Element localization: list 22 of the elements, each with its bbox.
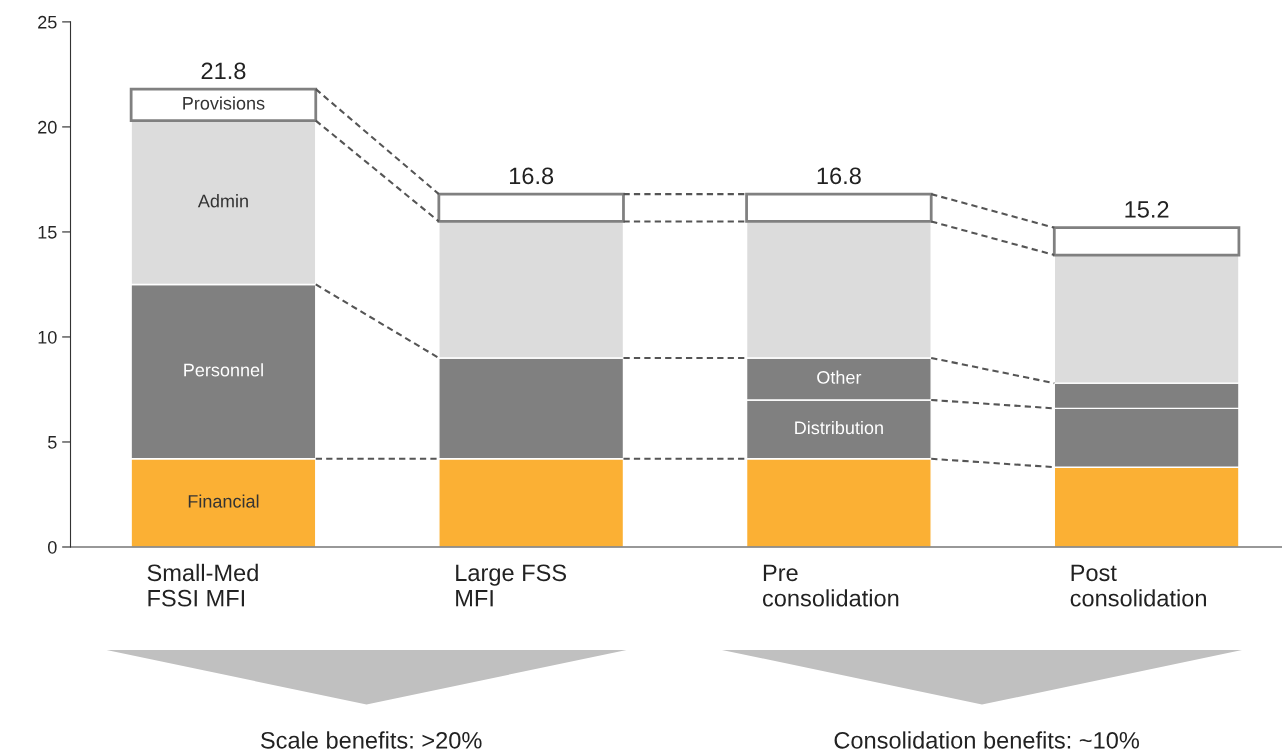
y-tick-label: 10	[38, 330, 57, 344]
series-label: Distribution	[795, 420, 883, 435]
text: Scale benefits: >20%	[260, 731, 482, 749]
y-tick-label: 5	[48, 436, 57, 449]
series-label: Financial	[188, 494, 259, 508]
y-tick-label: 20	[38, 120, 57, 134]
y-tick-label: 0	[47, 540, 57, 554]
total-label: 16.8	[509, 167, 554, 185]
y-tick-label: 25	[38, 15, 57, 29]
series-label: Provisions	[183, 96, 265, 110]
total-label: 21.8	[201, 62, 246, 80]
total-label: 15.2	[1125, 201, 1169, 218]
x-tick-label: Pre consolidation	[762, 564, 899, 607]
x-tick-label: Large FSS MFI	[456, 564, 567, 607]
series-label: Other	[817, 370, 862, 384]
series-label: Personnel	[184, 363, 263, 377]
x-tick-label: Post consolidation	[1070, 564, 1206, 607]
y-tick-label: 15	[38, 226, 57, 239]
x-tick-label: Small-Med FSSI MFI	[147, 563, 258, 607]
text: Consolidation benefits: ~10%	[834, 731, 1140, 749]
total-label: 16.8	[817, 167, 861, 185]
series-label: Admin	[197, 194, 248, 208]
